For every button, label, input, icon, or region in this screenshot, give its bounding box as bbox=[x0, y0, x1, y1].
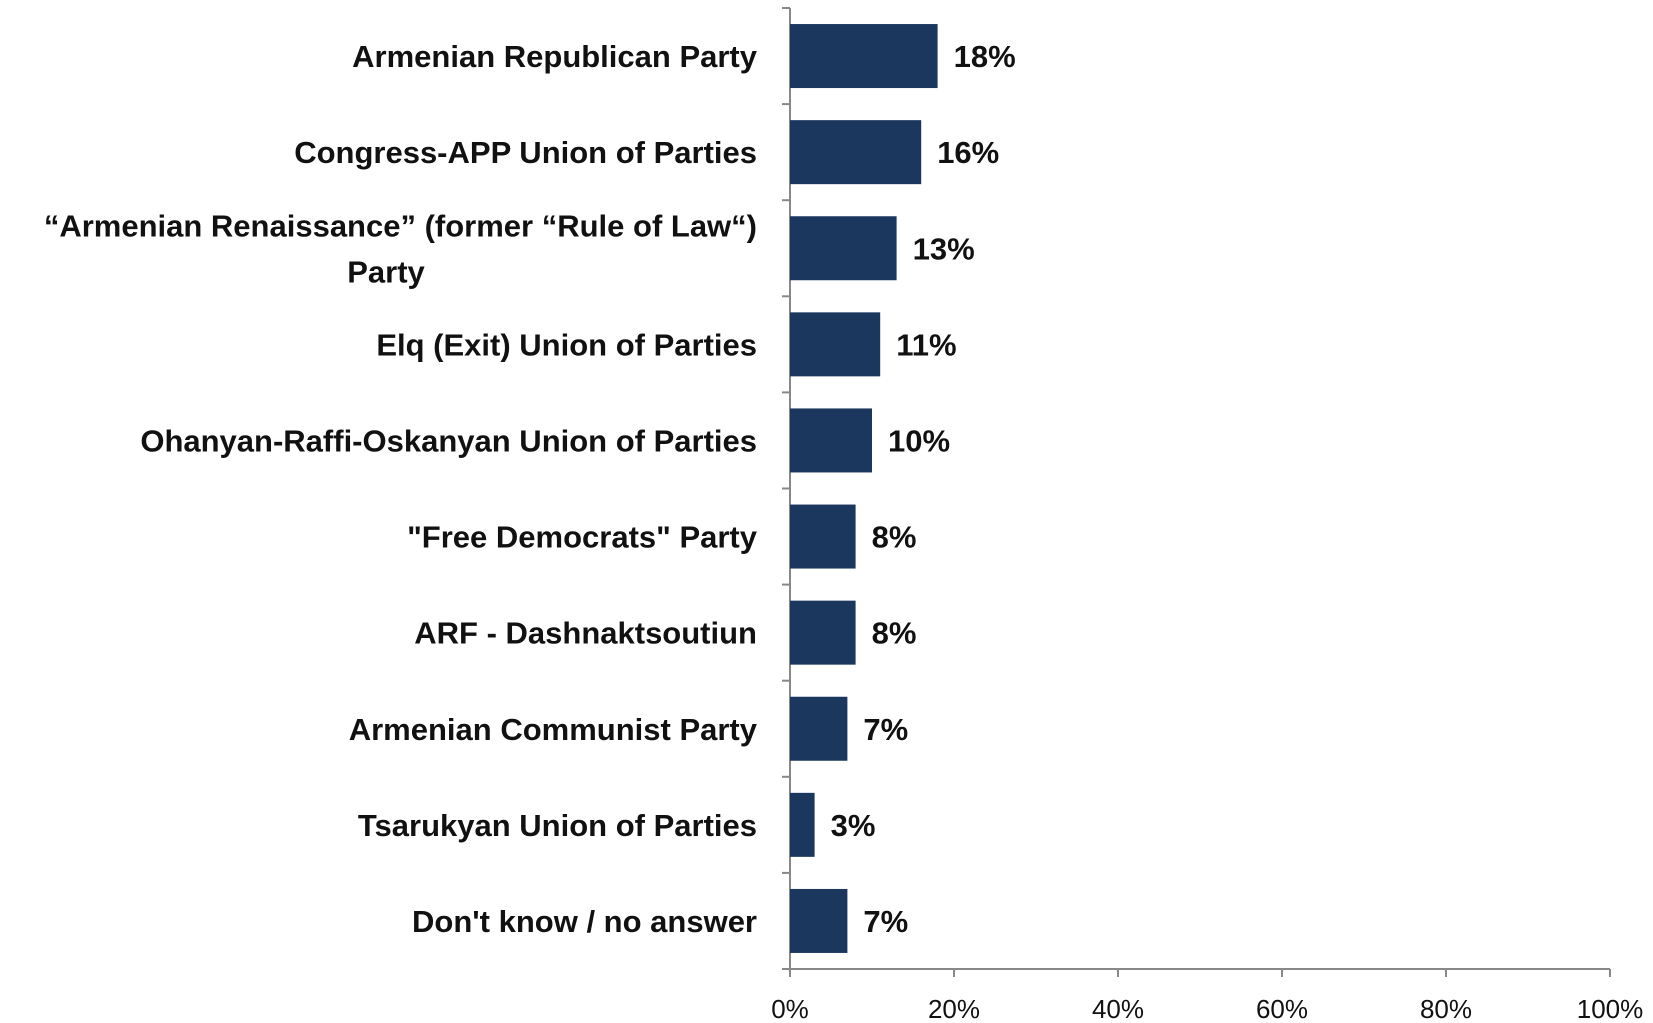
bar bbox=[790, 408, 872, 473]
category-label: Don't know / no answer bbox=[412, 904, 757, 939]
x-tick-label: 60% bbox=[1256, 994, 1308, 1023]
x-tick-label: 0% bbox=[771, 994, 809, 1023]
bar bbox=[790, 792, 815, 857]
value-label: 8% bbox=[872, 520, 917, 555]
category-label: Congress-APP Union of Parties bbox=[294, 135, 757, 170]
category-label: Ohanyan-Raffi-Oskanyan Union of Parties bbox=[140, 423, 757, 458]
bar bbox=[790, 312, 881, 377]
category-label: "Free Democrats" Party bbox=[407, 520, 758, 555]
bar bbox=[790, 696, 848, 761]
category-label: “Armenian Renaissance” (former “Rule of … bbox=[44, 208, 757, 289]
category-label: Armenian Republican Party bbox=[352, 39, 758, 74]
category-label: Armenian Communist Party bbox=[349, 712, 758, 747]
bar bbox=[790, 216, 897, 281]
bar bbox=[790, 504, 856, 569]
bar bbox=[790, 120, 922, 185]
bar bbox=[790, 888, 848, 953]
value-label: 11% bbox=[896, 327, 956, 362]
x-tick-label: 100% bbox=[1577, 994, 1644, 1023]
value-label: 18% bbox=[954, 39, 1016, 74]
value-label: 7% bbox=[863, 904, 908, 939]
value-label: 8% bbox=[872, 616, 917, 651]
value-label: 16% bbox=[937, 135, 999, 170]
category-label: ARF - Dashnaktsoutiun bbox=[414, 616, 757, 651]
value-label: 3% bbox=[831, 808, 876, 843]
bar bbox=[790, 600, 856, 665]
value-label: 10% bbox=[888, 423, 950, 458]
value-label: 7% bbox=[863, 712, 908, 747]
x-tick-label: 80% bbox=[1420, 994, 1472, 1023]
x-tick-label: 20% bbox=[928, 994, 980, 1023]
category-label: Tsarukyan Union of Parties bbox=[358, 808, 757, 843]
x-tick-label: 40% bbox=[1092, 994, 1144, 1023]
bar bbox=[790, 24, 938, 89]
value-label: 13% bbox=[913, 231, 975, 266]
category-label: Elq (Exit) Union of Parties bbox=[376, 327, 757, 362]
